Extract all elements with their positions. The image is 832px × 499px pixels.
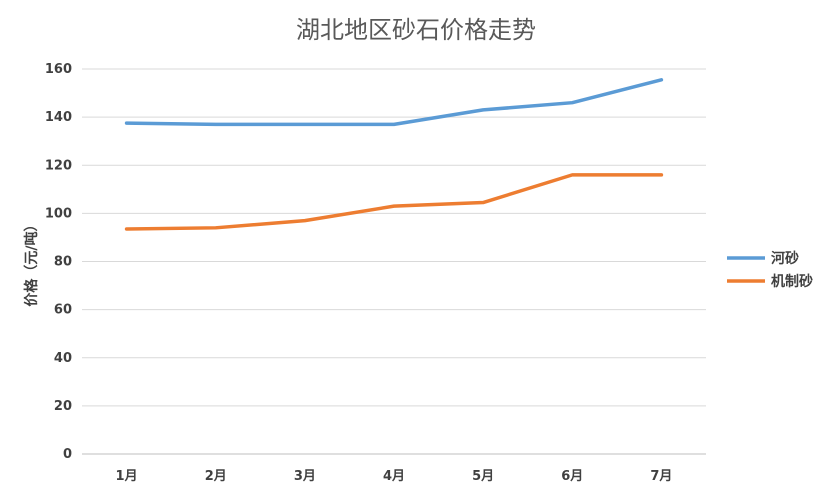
x-tick-label: 3月 [294,469,316,484]
x-tick-label: 5月 [472,469,494,484]
y-tick-label: 140 [45,110,72,125]
y-tick-label: 160 [45,62,72,77]
y-tick-label: 80 [54,255,72,270]
y-tick-label: 100 [45,206,72,221]
y-axis-label: 价格（元/吨） [23,217,40,306]
legend-label: 机制砂 [771,273,813,290]
legend-label: 河砂 [771,250,799,267]
y-tick-label: 40 [54,351,72,366]
x-tick-label: 7月 [650,469,672,484]
x-tick-label: 4月 [383,469,405,484]
x-tick-label: 2月 [205,469,227,484]
y-tick-label: 60 [54,303,72,318]
series-line-0 [124,78,664,127]
x-tick-label: 6月 [561,469,583,484]
chart-title: 湖北地区砂石价格走势 [296,16,536,44]
series-lines [124,78,664,231]
series-line-1 [124,173,664,231]
y-tick-label: 20 [54,399,72,414]
x-tick-label: 1月 [116,469,138,484]
axes: 0 20 40 60 80 100 120 140 160 1月 2月 3月 4月 5月 6月 7月 [45,62,706,484]
y-tick-label: 120 [45,158,72,173]
y-tick-label: 0 [63,447,72,462]
gridlines [82,68,706,407]
